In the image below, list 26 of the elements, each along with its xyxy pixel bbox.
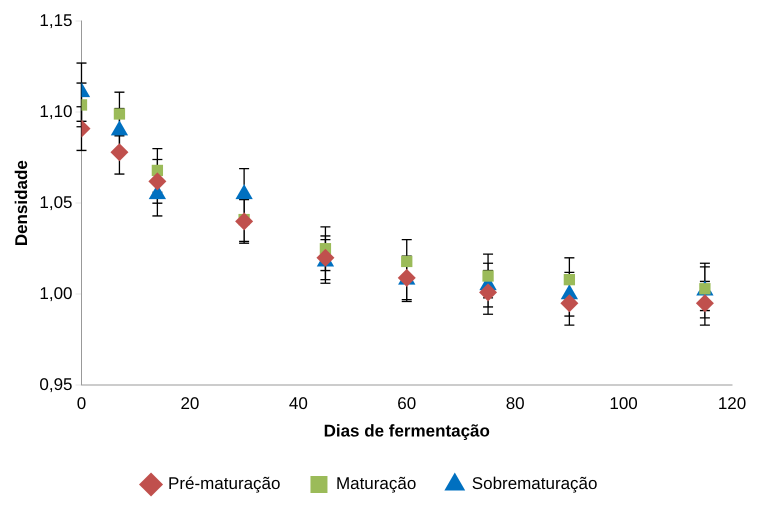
y-axis-title: Densidade	[12, 160, 31, 246]
y-tick-label: 0,95	[39, 374, 72, 394]
point	[696, 294, 714, 312]
x-tick-label: 0	[76, 394, 86, 414]
legend-label: Maturação	[336, 474, 416, 494]
point	[479, 283, 498, 302]
point	[114, 108, 126, 120]
legend-label: Sobrematuração	[472, 474, 598, 494]
point	[401, 256, 412, 268]
y-tick-label: 1,00	[39, 284, 72, 303]
point	[482, 270, 494, 282]
point	[560, 294, 578, 312]
x-tick-label: 60	[397, 394, 416, 414]
x-tick-label: 100	[609, 394, 638, 414]
point	[564, 274, 576, 286]
x-tick-label: 80	[506, 394, 525, 414]
point	[148, 172, 166, 190]
y-tick-label: 1,15	[39, 10, 72, 30]
x-tick-label: 120	[718, 394, 746, 414]
y-tick-label: 1,05	[39, 192, 72, 212]
legend-label: Pré-maturação	[168, 474, 280, 494]
point	[110, 143, 128, 162]
x-tick-label: 20	[180, 394, 200, 414]
y-tick-label: 1,10	[39, 102, 72, 121]
x-tick-label: 40	[288, 394, 308, 414]
x-axis-title: Dias de fermentação	[324, 421, 490, 440]
